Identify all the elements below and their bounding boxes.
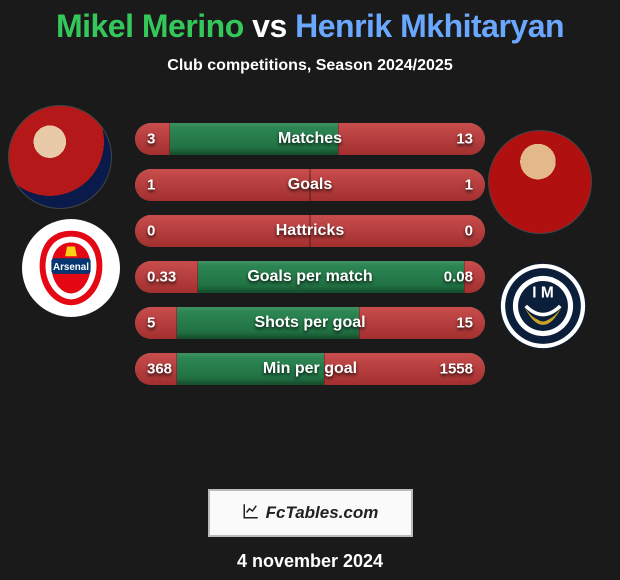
stat-row-matches: 313Matches	[135, 123, 485, 155]
stat-label: Min per goal	[135, 360, 485, 378]
stat-row-goals-per-match: 0.330.08Goals per match	[135, 261, 485, 293]
stat-label: Goals	[135, 176, 485, 194]
date-text: 4 november 2024	[0, 551, 620, 572]
comparison-arena: Arsenal I M 313Matches 11Goals 00Hattricks…	[0, 85, 620, 485]
title-player2: Henrik Mkhitaryan	[295, 8, 564, 44]
stat-label: Matches	[135, 130, 485, 148]
player1-avatar	[8, 105, 112, 209]
club1-logo: Arsenal	[22, 219, 120, 317]
stat-label: Goals per match	[135, 268, 485, 286]
title-vs: vs	[244, 8, 295, 44]
player2-avatar	[488, 130, 592, 234]
chart-icon	[242, 502, 260, 525]
svg-text:I M: I M	[532, 284, 553, 301]
stat-label: Shots per goal	[135, 314, 485, 332]
svg-text:Arsenal: Arsenal	[53, 262, 89, 273]
club2-logo: I M	[500, 263, 586, 349]
subtitle: Club competitions, Season 2024/2025	[0, 57, 620, 75]
stat-row-hattricks: 00Hattricks	[135, 215, 485, 247]
source-text: FcTables.com	[266, 503, 379, 523]
stat-row-shots-per-goal: 515Shots per goal	[135, 307, 485, 339]
page-title: Mikel Merino vs Henrik Mkhitaryan	[0, 0, 620, 45]
stat-label: Hattricks	[135, 222, 485, 240]
stat-row-goals: 11Goals	[135, 169, 485, 201]
stat-bars: 313Matches 11Goals 00Hattricks 0.330.08Goal…	[135, 123, 485, 399]
title-player1: Mikel Merino	[56, 8, 244, 44]
source-badge[interactable]: FcTables.com	[208, 489, 413, 537]
stat-row-min-per-goal: 3681558Min per goal	[135, 353, 485, 385]
